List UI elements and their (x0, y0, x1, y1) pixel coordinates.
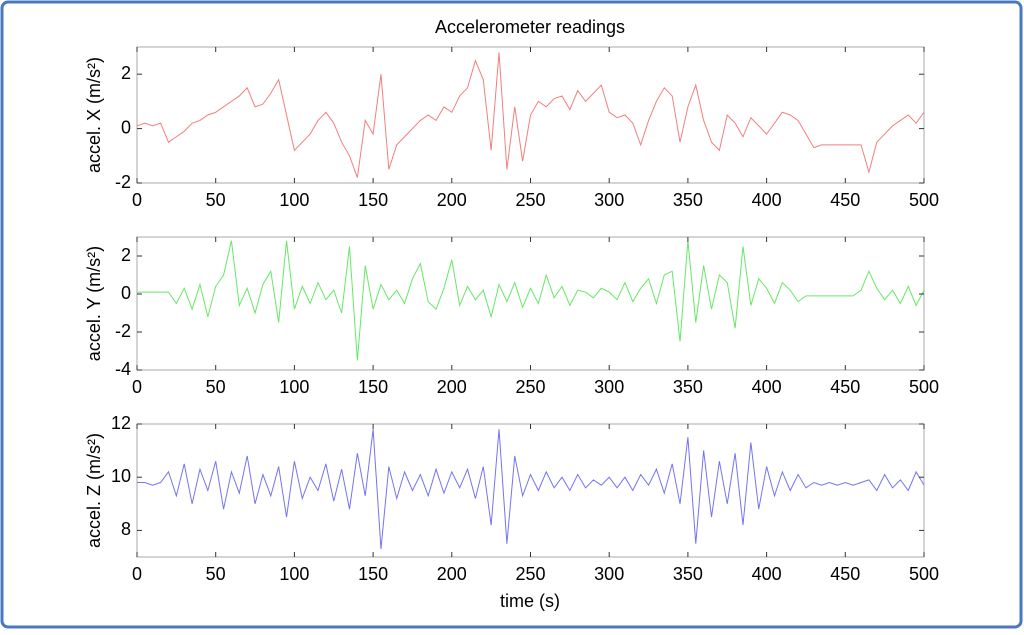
x-tick-label: 100 (279, 564, 309, 584)
y-tick-label: 12 (111, 413, 131, 433)
x-tick-label: 250 (515, 377, 545, 397)
data-line (137, 52, 924, 178)
y-tick-label: -2 (115, 172, 131, 192)
x-tick-label: 500 (909, 377, 939, 397)
x-tick-label: 300 (594, 377, 624, 397)
x-tick-label: 0 (132, 377, 142, 397)
x-tick-label: 350 (673, 190, 703, 210)
x-tick-label: 50 (206, 564, 226, 584)
x-tick-label: 500 (909, 564, 939, 584)
y-tick-label: -4 (115, 359, 131, 379)
x-tick-label: 250 (515, 190, 545, 210)
x-tick-label: 100 (279, 377, 309, 397)
x-tick-label: 450 (830, 564, 860, 584)
x-tick-label: 100 (279, 190, 309, 210)
y-axis-label: accel. X (m/s²) (84, 57, 104, 173)
x-tick-label: 0 (132, 564, 142, 584)
y-axis-label: accel. Y (m/s²) (84, 246, 104, 361)
chart-title: Accelerometer readings (435, 17, 625, 37)
x-tick-label: 350 (673, 377, 703, 397)
x-tick-label: 0 (132, 190, 142, 210)
y-tick-label: -2 (115, 321, 131, 341)
x-tick-label: 250 (515, 564, 545, 584)
x-tick-label: 150 (358, 377, 388, 397)
x-tick-label: 200 (437, 564, 467, 584)
y-tick-label: 0 (121, 283, 131, 303)
x-axis-label: time (s) (500, 591, 560, 611)
x-tick-label: 150 (358, 564, 388, 584)
x-tick-label: 150 (358, 190, 388, 210)
x-tick-label: 450 (830, 190, 860, 210)
x-tick-label: 50 (206, 190, 226, 210)
x-tick-label: 400 (752, 377, 782, 397)
x-tick-label: 300 (594, 190, 624, 210)
data-line (137, 240, 924, 361)
x-tick-label: 500 (909, 190, 939, 210)
y-axis-label: accel. Z (m/s²) (84, 433, 104, 548)
x-tick-label: 350 (673, 564, 703, 584)
y-tick-label: 0 (121, 117, 131, 137)
data-line (137, 429, 924, 550)
x-tick-label: 400 (752, 190, 782, 210)
x-tick-label: 300 (594, 564, 624, 584)
axes-box (136, 236, 925, 371)
y-tick-label: 2 (121, 63, 131, 83)
x-tick-label: 50 (206, 377, 226, 397)
x-tick-label: 400 (752, 564, 782, 584)
x-tick-label: 200 (437, 377, 467, 397)
y-tick-label: 10 (111, 466, 131, 486)
axes-box (136, 423, 925, 558)
x-tick-label: 450 (830, 377, 860, 397)
y-tick-label: 8 (121, 519, 131, 539)
x-tick-label: 200 (437, 190, 467, 210)
y-tick-label: 2 (121, 245, 131, 265)
